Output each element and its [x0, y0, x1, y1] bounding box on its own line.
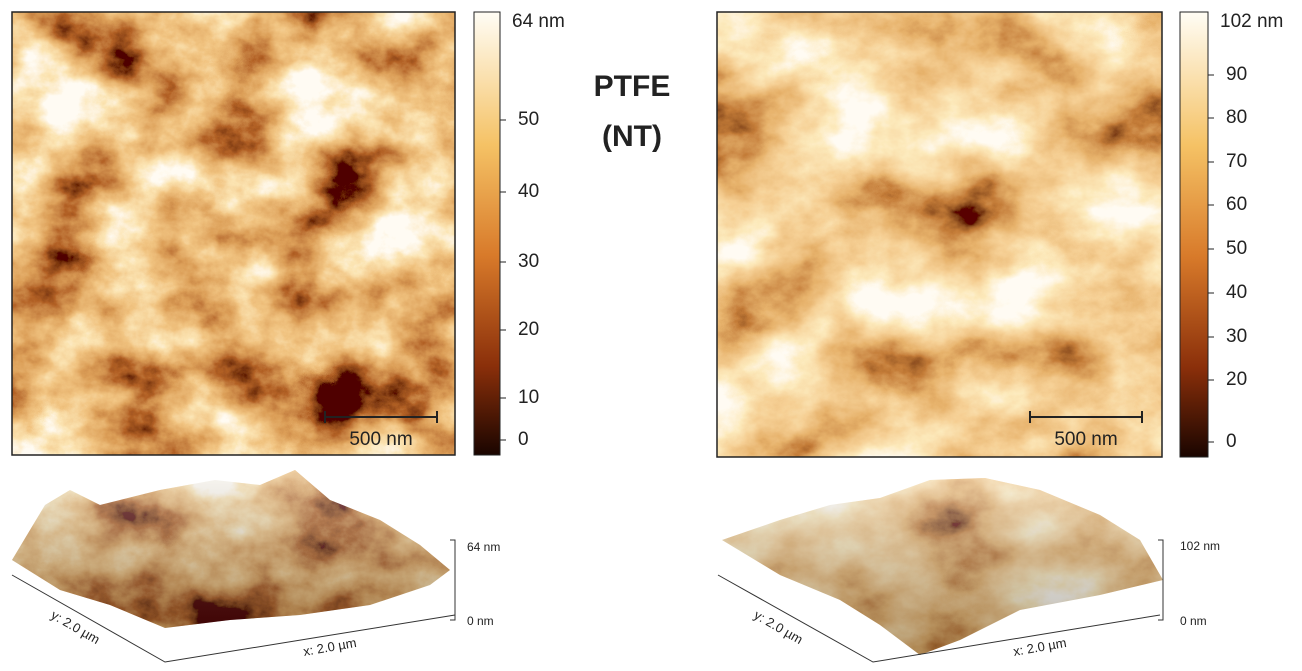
colorbar-tick-label: 20 [518, 319, 539, 340]
surface-3d [0, 460, 470, 640]
colorbar-tick-label: 50 [518, 109, 539, 130]
y-axis-label: y: 2.0 µm [49, 607, 103, 647]
afm-image [717, 12, 1162, 457]
sample-label: PTFE [594, 70, 671, 103]
colorbar-tick-label: 10 [518, 387, 539, 408]
colorbar-tick-label: 50 [1226, 238, 1247, 259]
afm-image [12, 12, 455, 455]
x-axis-label: x: 2.0 µm [1012, 635, 1068, 659]
colorbar-tick-label: 60 [1226, 194, 1247, 215]
colorbar [1180, 12, 1208, 457]
colorbar-tick-label: 0 [1226, 431, 1237, 452]
z-max-label: 102 nm [1180, 539, 1220, 553]
y-axis-label: y: 2.0 µm [752, 607, 806, 647]
scale-bar-label: 500 nm [349, 429, 412, 450]
colorbar-top-label: 64 nm [512, 11, 565, 32]
colorbar-tick-label: 30 [1226, 326, 1247, 347]
z-max-label: 64 nm [467, 540, 500, 554]
colorbar-tick-label: 40 [1226, 282, 1247, 303]
sample-label: (NT) [602, 120, 662, 153]
colorbar [474, 12, 500, 455]
colorbar-top-label: 102 nm [1220, 11, 1283, 32]
colorbar-tick-label: 90 [1226, 64, 1247, 85]
colorbar-tick-label: 80 [1226, 107, 1247, 128]
z-min-label: 0 nm [467, 614, 494, 628]
figure: 500 nm 500 nm PTFE (NT) 64 nm 0 nm 102 n… [0, 0, 1302, 666]
colorbar-tick-label: 70 [1226, 151, 1247, 172]
colorbar-tick-label: 30 [518, 251, 539, 272]
z-min-label: 0 nm [1180, 614, 1207, 628]
colorbar-tick-label: 0 [518, 429, 529, 450]
colorbar-tick-label: 20 [1226, 369, 1247, 390]
scale-bar-label: 500 nm [1054, 429, 1117, 450]
colorbar-tick-label: 40 [518, 181, 539, 202]
